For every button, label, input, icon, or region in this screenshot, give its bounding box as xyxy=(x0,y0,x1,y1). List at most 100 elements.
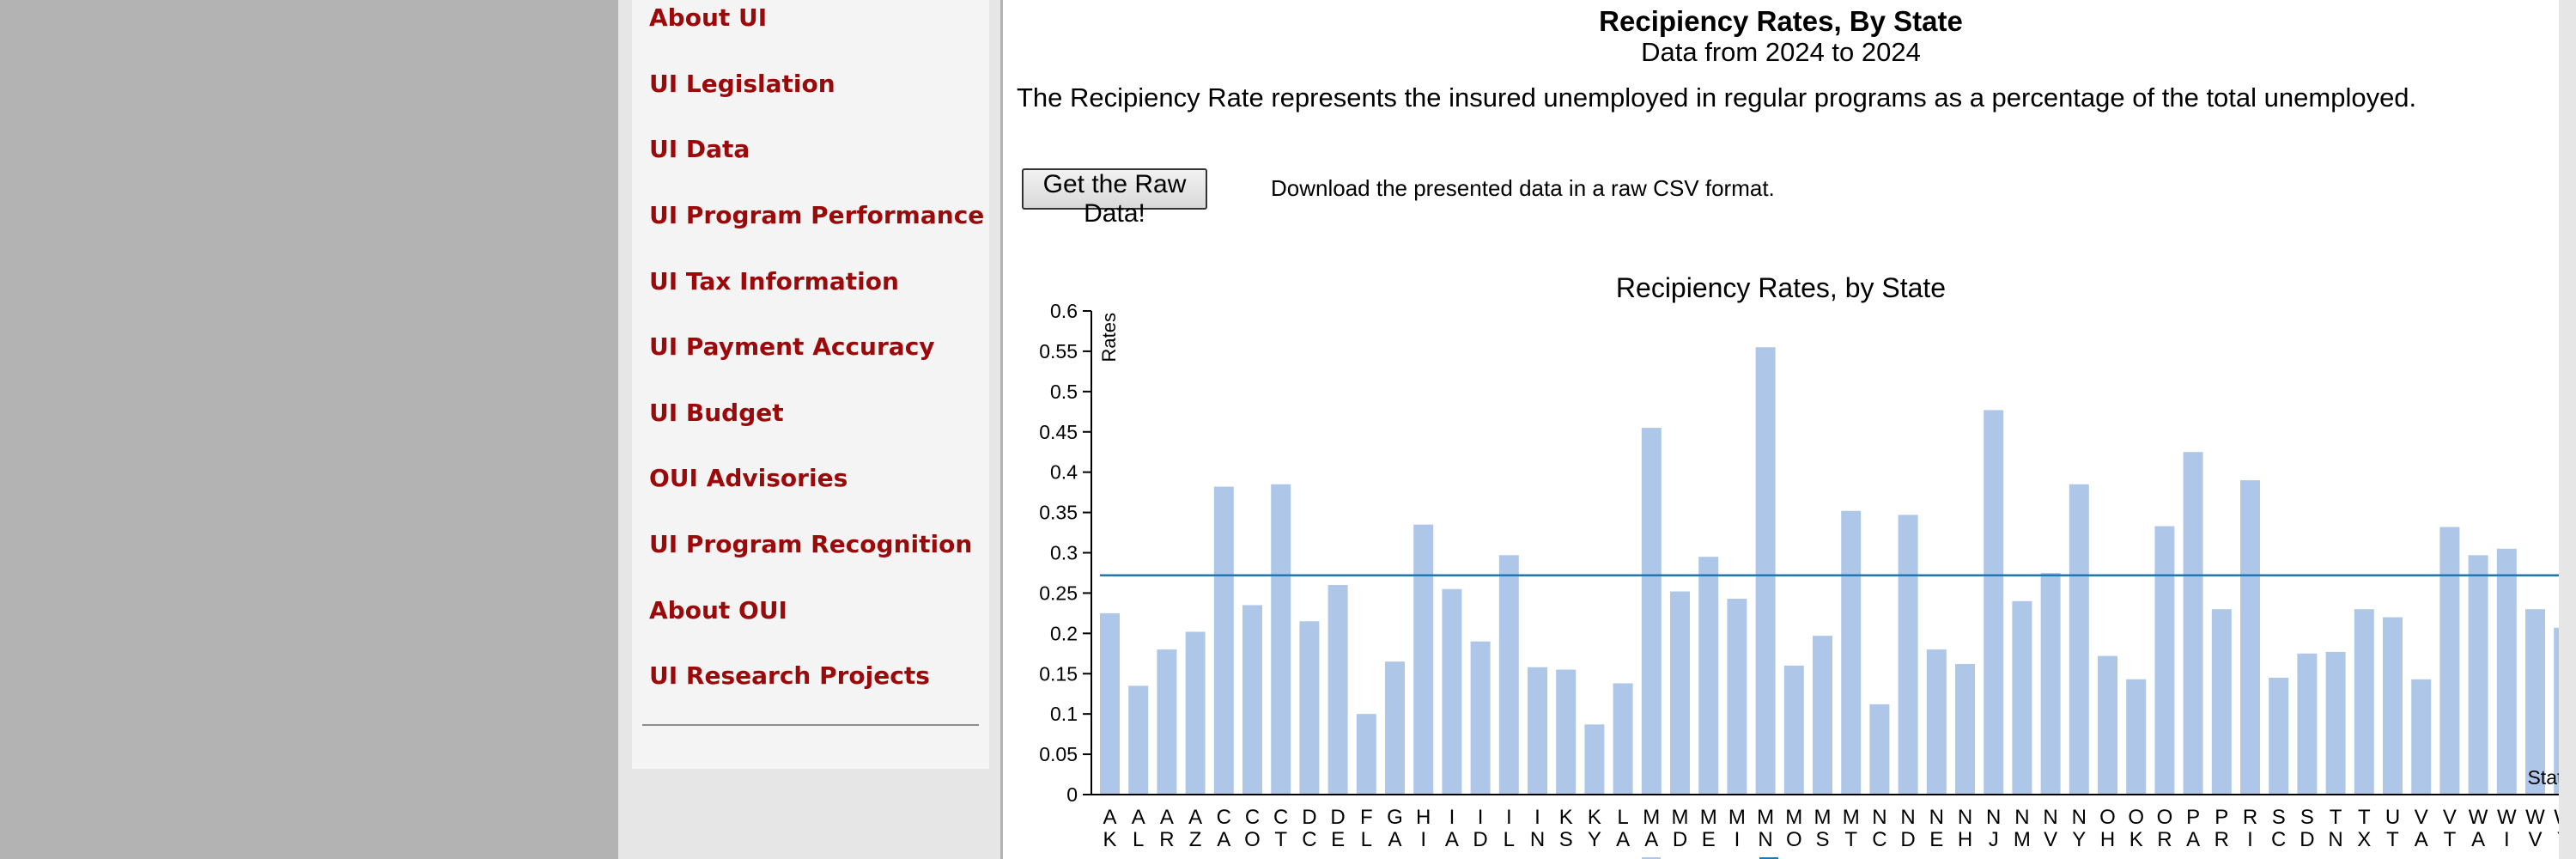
x-tick-label-ak-1: A xyxy=(1103,806,1116,829)
x-tick-label-ca-1: C xyxy=(1217,806,1231,829)
sidebar-item-ui-tax-information[interactable]: UI Tax Information xyxy=(649,267,899,295)
bar-ma xyxy=(1641,428,1662,795)
x-tick-label-wv-1: W xyxy=(2525,806,2545,829)
x-tick-label-ut-1: U xyxy=(2385,806,2400,829)
bar-il xyxy=(1498,555,1519,795)
x-tick-label-dc-2: C xyxy=(1302,828,1316,851)
x-tick-label-in-2: N xyxy=(1530,828,1545,851)
x-tick-label-ky-2: Y xyxy=(1588,828,1601,851)
bar-hi xyxy=(1413,524,1434,795)
y-tick-label-0.3: 0.3 xyxy=(1050,542,1078,564)
bar-ok xyxy=(2126,679,2147,795)
sidebar-item-ui-legislation[interactable]: UI Legislation xyxy=(649,70,835,98)
sidebar-item-ui-payment-accuracy[interactable]: UI Payment Accuracy xyxy=(649,332,935,361)
legend-swatch-us-average xyxy=(1759,857,1778,859)
sidebar-item-ui-data[interactable]: UI Data xyxy=(649,135,750,163)
x-tick-label-ne-1: N xyxy=(1929,806,1944,829)
x-tick-label-co-1: C xyxy=(1245,806,1260,829)
y-tick-label-0.1: 0.1 xyxy=(1050,703,1078,725)
x-tick-label-or-2: R xyxy=(2157,828,2172,851)
bar-la xyxy=(1613,683,1633,795)
x-tick-label-ct-1: C xyxy=(1273,806,1288,829)
bar-wv xyxy=(2525,609,2545,795)
y-tick-label-0.2: 0.2 xyxy=(1050,622,1078,644)
bar-pr xyxy=(2211,609,2232,795)
get-raw-data-button[interactable]: Get the Raw Data! xyxy=(1022,168,1207,228)
x-tick-label-oh-1: O xyxy=(2099,806,2116,829)
x-tick-label-mo-2: O xyxy=(1786,828,1802,851)
x-tick-label-mt-2: T xyxy=(1844,828,1857,851)
sidebar-item-about-ui[interactable]: About UI xyxy=(649,3,768,32)
x-tick-label-ms-1: M xyxy=(1814,806,1832,829)
bar-vt xyxy=(2439,527,2460,795)
bar-nv xyxy=(2040,572,2061,795)
x-tick-label-mn-1: M xyxy=(1757,806,1774,829)
sidebar-item-ui-program-performance[interactable]: UI Program Performance xyxy=(649,201,985,229)
x-tick-label-il-2: L xyxy=(1504,828,1515,851)
x-tick-label-ia-2: A xyxy=(1445,828,1459,851)
x-tick-label-ma-2: A xyxy=(1644,828,1658,851)
bar-nd xyxy=(1898,515,1918,795)
bar-me xyxy=(1698,557,1719,795)
x-tick-label-ga-1: G xyxy=(1387,806,1403,829)
bar-ut xyxy=(2383,617,2403,795)
y-axis-label: Rates xyxy=(1098,313,1120,362)
y-tick-label-0.55: 0.55 xyxy=(1039,340,1078,362)
x-tick-label-nh-1: N xyxy=(1958,806,1972,829)
sidebar-item-ui-research-projects[interactable]: UI Research Projects xyxy=(649,661,930,690)
x-tick-label-ms-2: S xyxy=(1815,828,1829,851)
bar-co xyxy=(1242,605,1262,795)
x-tick-label-il-1: I xyxy=(1506,806,1512,829)
x-tick-label-mn-2: N xyxy=(1758,828,1772,851)
bar-ia xyxy=(1442,588,1462,795)
x-tick-label-al-2: L xyxy=(1133,828,1144,851)
sidebar-item-ui-budget[interactable]: UI Budget xyxy=(649,399,784,427)
x-tick-label-me-2: E xyxy=(1702,828,1716,851)
bar-al xyxy=(1128,685,1149,795)
x-tick-label-ri-1: R xyxy=(2243,806,2257,829)
sidebar-divider xyxy=(642,724,979,726)
bar-fl xyxy=(1356,714,1376,795)
bar-pa xyxy=(2183,452,2203,795)
x-tick-label-de-2: E xyxy=(1331,828,1345,851)
bar-nm xyxy=(2012,600,2032,795)
bar-in xyxy=(1528,667,1547,795)
legend-swatch-states xyxy=(1642,857,1661,859)
bar-ri xyxy=(2240,480,2260,795)
x-tick-label-vt-2: T xyxy=(2444,828,2457,851)
x-tick-label-nj-2: J xyxy=(1989,828,1999,851)
bar-nj xyxy=(1984,410,2004,795)
x-tick-label-az-1: A xyxy=(1188,806,1202,829)
sidebar-nav: About UI UI Legislation UI Data UI Progr… xyxy=(632,0,989,769)
bar-ga xyxy=(1385,661,1405,795)
x-tick-label-la-1: L xyxy=(1617,806,1628,829)
x-tick-label-ok-1: O xyxy=(2128,806,2144,829)
x-tick-label-wv-2: V xyxy=(2528,828,2542,851)
bar-ca xyxy=(1213,486,1234,795)
x-tick-label-ak-2: K xyxy=(1103,828,1116,851)
sidebar-item-oui-advisories[interactable]: OUI Advisories xyxy=(649,464,848,492)
x-tick-label-tn-2: N xyxy=(2328,828,2342,851)
x-tick-label-vt-1: V xyxy=(2443,806,2457,829)
sidebar-item-about-oui[interactable]: About OUI xyxy=(649,596,787,624)
sidebar-item-ui-program-recognition[interactable]: UI Program Recognition xyxy=(649,530,973,558)
x-tick-label-hi-1: H xyxy=(1416,806,1431,829)
main-content: Recipiency Rates, By State Data from 202… xyxy=(1003,0,2559,859)
bar-ak xyxy=(1100,612,1120,795)
x-tick-label-ri-2: I xyxy=(2247,828,2253,851)
x-tick-label-wa-1: W xyxy=(2469,806,2488,829)
bar-ct xyxy=(1271,484,1291,795)
x-tick-label-ca-2: A xyxy=(1217,828,1230,851)
x-tick-label-nm-2: M xyxy=(2014,828,2031,851)
bar-nh xyxy=(1955,663,1975,795)
x-tick-label-nd-1: N xyxy=(1900,806,1915,829)
x-tick-label-pa-1: P xyxy=(2186,806,2200,829)
x-tick-label-la-2: A xyxy=(1616,828,1630,851)
x-tick-label-nv-2: V xyxy=(2044,828,2057,851)
x-tick-label-ma-1: M xyxy=(1643,806,1660,829)
bar-wi xyxy=(2496,548,2517,795)
x-tick-label-al-1: A xyxy=(1132,806,1145,829)
bar-az xyxy=(1185,631,1206,795)
bar-wy xyxy=(2554,627,2559,795)
x-tick-label-ks-1: K xyxy=(1559,806,1573,829)
